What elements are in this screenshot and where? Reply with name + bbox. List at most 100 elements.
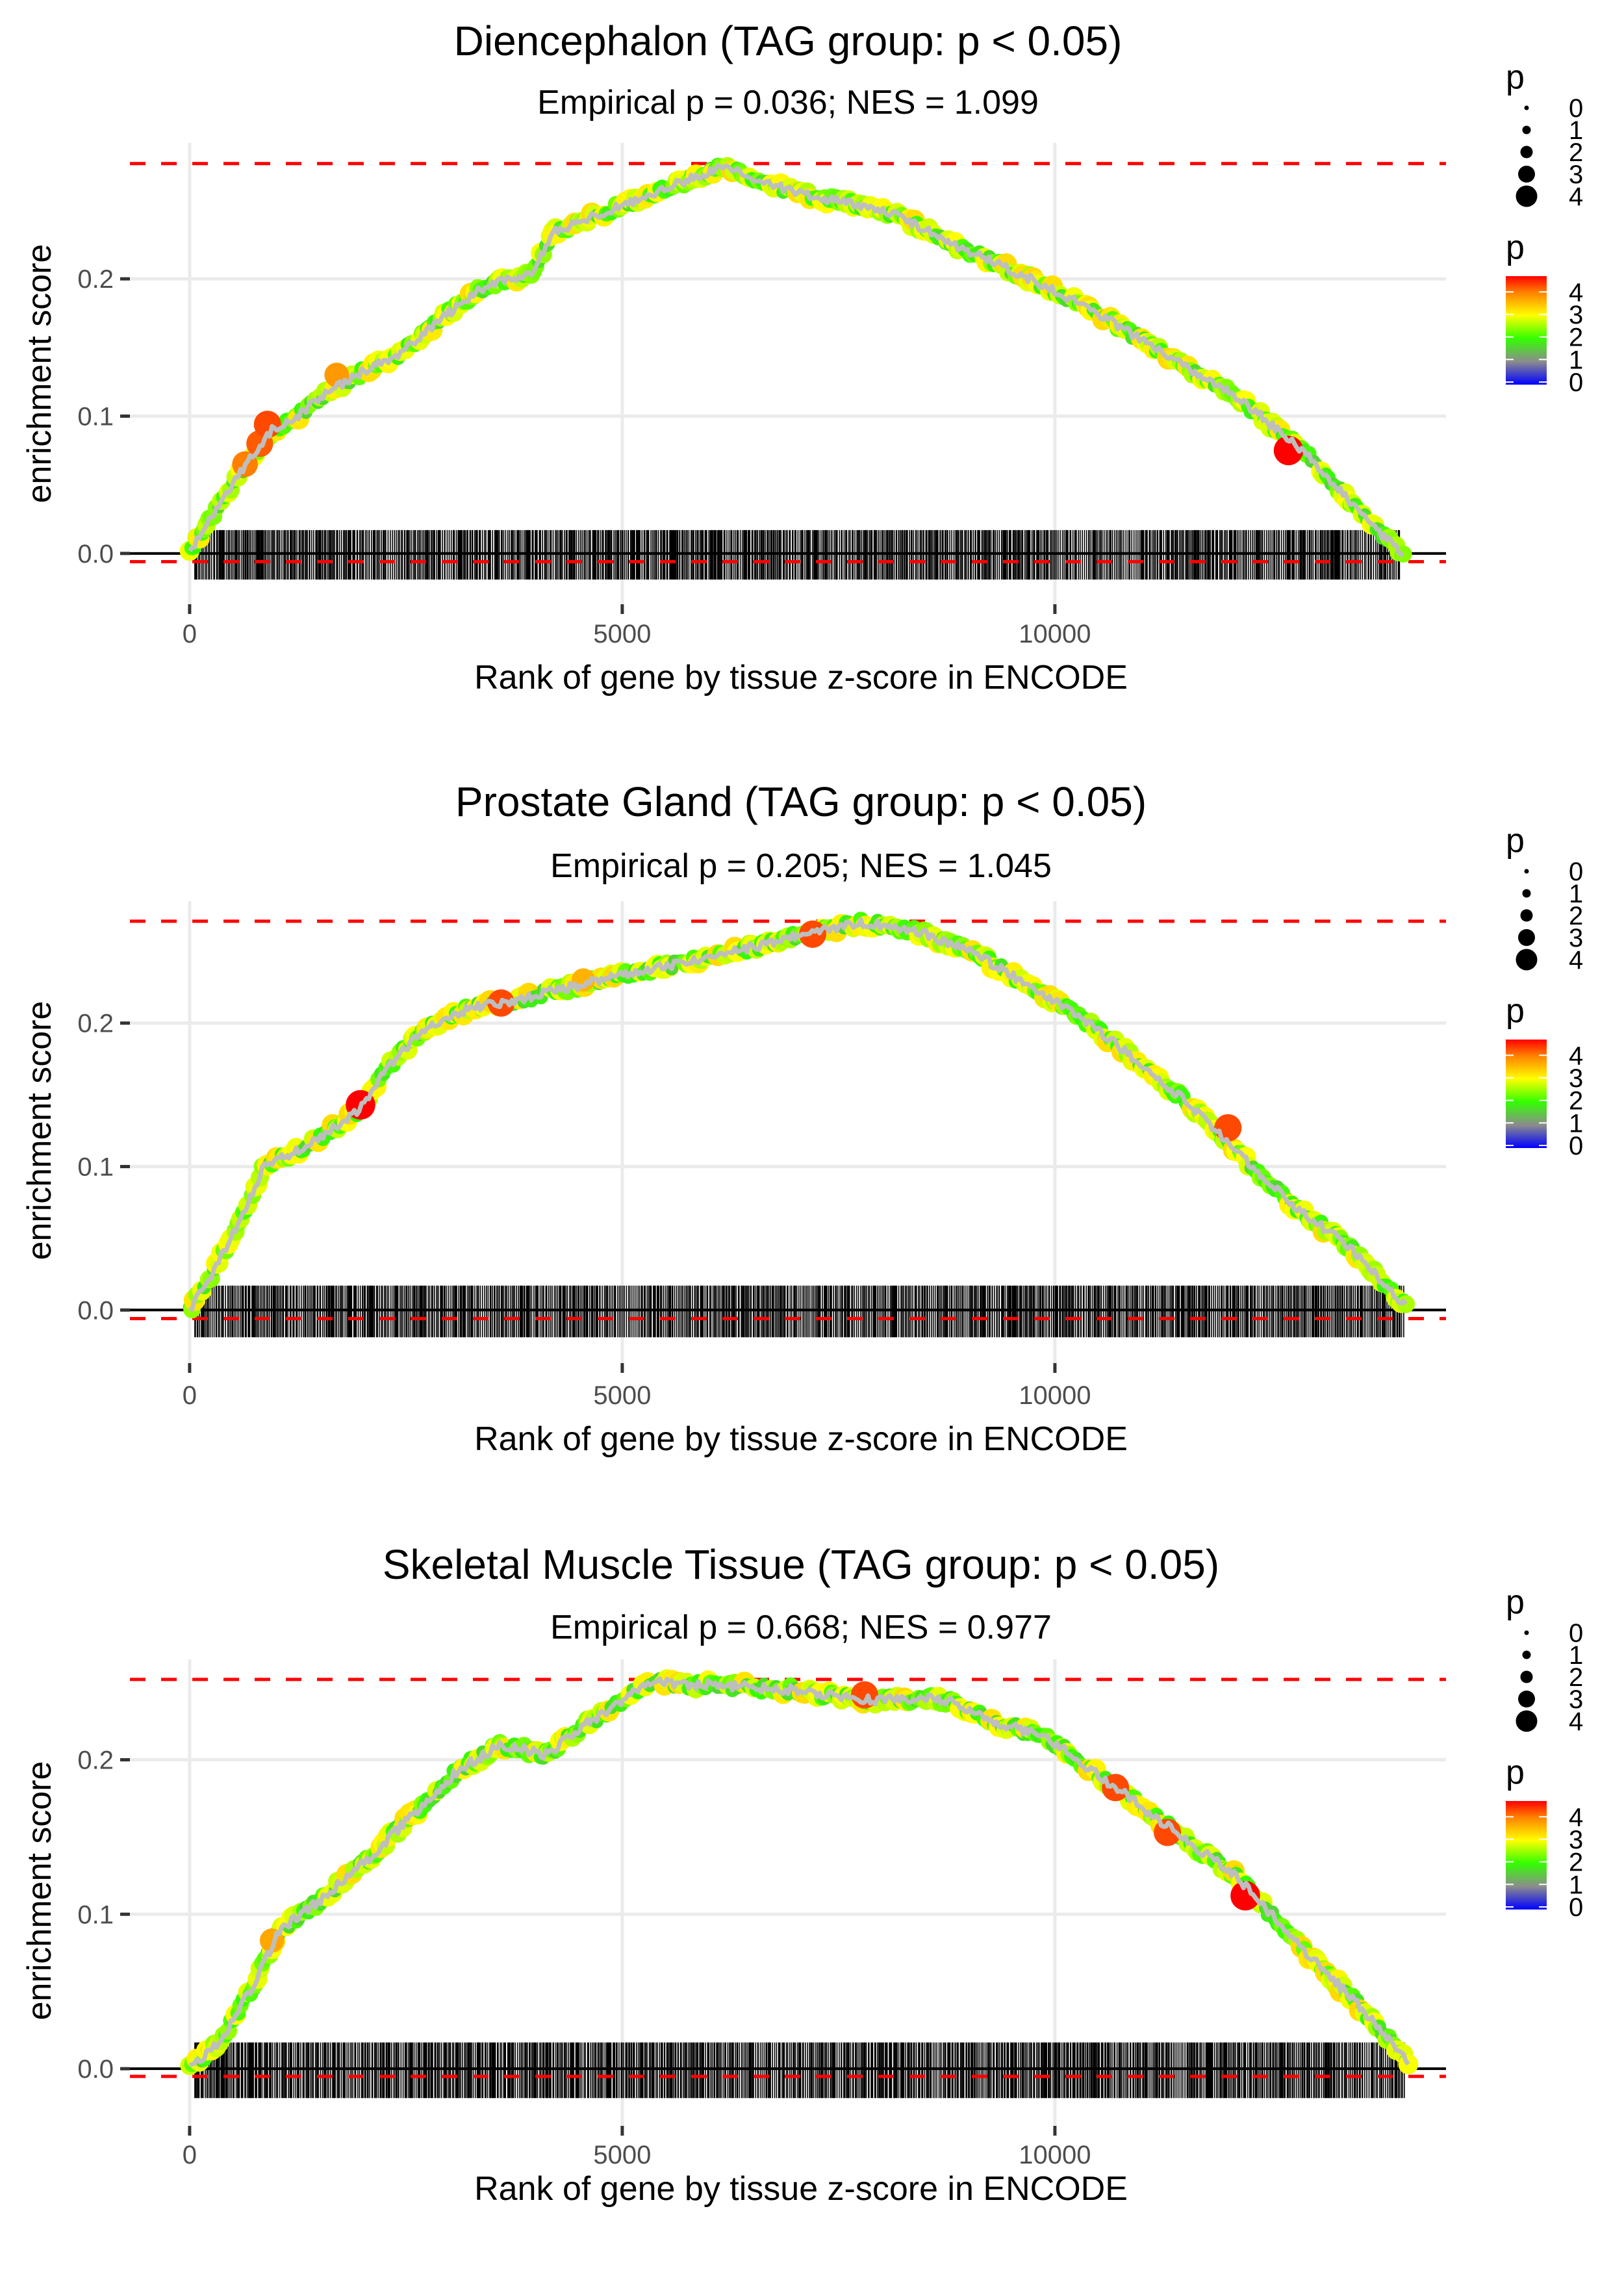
y-tick-label: 0.2	[77, 1746, 114, 1775]
size-legend-dot	[1518, 929, 1535, 946]
color-legend-label: 4	[1569, 278, 1583, 307]
size-legend-dot	[1522, 889, 1531, 898]
x-tick-label: 0	[183, 1381, 197, 1410]
highlight-point	[798, 920, 827, 948]
y-tick-label: 0.1	[77, 1900, 114, 1929]
color-legend-label: 4	[1569, 1041, 1583, 1070]
color-legend-label: 1	[1569, 346, 1583, 374]
plot-title: Diencephalon (TAG group: p < 0.05)	[454, 18, 1123, 64]
size-legend-dot	[1522, 125, 1531, 134]
color-legend-title: p	[1506, 1754, 1525, 1791]
highlight-point	[1230, 1881, 1260, 1911]
x-tick-label: 5000	[593, 1381, 651, 1410]
x-axis-title: Rank of gene by tissue z-score in ENCODE	[474, 1420, 1128, 1458]
size-legend-label: 0	[1569, 1619, 1583, 1648]
color-legend-label: 3	[1569, 1064, 1583, 1093]
size-legend-label: 0	[1569, 94, 1583, 123]
x-axis-title: Rank of gene by tissue z-score in ENCODE	[474, 2170, 1128, 2208]
size-legend-title: p	[1506, 1583, 1525, 1621]
size-legend-label: 1	[1569, 1641, 1583, 1670]
x-tick-label: 0	[183, 2141, 197, 2169]
plot-title: Skeletal Muscle Tissue (TAG group: p < 0…	[383, 1541, 1219, 1588]
plot-subtitle: Empirical p = 0.036; NES = 1.099	[537, 84, 1039, 121]
x-tick-label: 5000	[593, 2141, 651, 2169]
color-legend-label: 2	[1569, 1848, 1583, 1877]
size-legend-dot	[1518, 166, 1535, 183]
enrichment-points	[179, 157, 1412, 563]
enrichment-point	[1398, 2054, 1419, 2075]
size-legend-label: 4	[1569, 1707, 1583, 1736]
color-legend-label: 3	[1569, 1826, 1583, 1854]
plot-subtitle: Empirical p = 0.205; NES = 1.045	[550, 847, 1052, 885]
size-legend-dot	[1524, 869, 1529, 874]
y-tick-label: 0.2	[77, 265, 114, 294]
color-legend-label: 3	[1569, 301, 1583, 329]
size-legend-label: 1	[1569, 116, 1583, 145]
size-legend-label: 4	[1569, 946, 1583, 975]
y-tick-label: 0.0	[77, 2055, 114, 2084]
size-legend-dot	[1520, 909, 1533, 922]
size-legend-label: 1	[1569, 880, 1583, 908]
color-bar	[1506, 1801, 1547, 1910]
size-legend-dot	[1522, 1650, 1531, 1659]
panel-diencephalon: Diencephalon (TAG group: p < 0.05) Empir…	[21, 18, 1583, 696]
color-legend-label: 0	[1569, 1132, 1583, 1160]
size-legend-title: p	[1506, 58, 1525, 96]
color-legend-label: 1	[1569, 1871, 1583, 1899]
size-legend-dot	[1516, 185, 1538, 207]
x-tick-label: 10000	[1019, 620, 1091, 648]
size-legend-dot	[1516, 1710, 1538, 1732]
size-legend-label: 2	[1569, 902, 1583, 930]
enrichment-points	[183, 912, 1415, 1319]
color-legend-label: 0	[1569, 368, 1583, 397]
size-legend-label: 2	[1569, 1663, 1583, 1692]
x-axis-title: Rank of gene by tissue z-score in ENCODE	[474, 659, 1128, 696]
x-tick-label: 10000	[1019, 2141, 1091, 2169]
panel-skeletal-muscle-tissue: Skeletal Muscle Tissue (TAG group: p < 0…	[21, 1541, 1583, 2208]
y-tick-label: 0.0	[77, 1296, 114, 1325]
size-legend-dot	[1520, 146, 1533, 159]
highlight-point	[253, 411, 281, 439]
color-legend-label: 2	[1569, 324, 1583, 352]
size-legend-dot	[1520, 1670, 1533, 1683]
highlight-point	[1214, 1114, 1242, 1142]
size-legend-label: 3	[1569, 160, 1583, 189]
size-legend-dot	[1524, 1630, 1529, 1635]
y-axis-title: enrichment score	[21, 1761, 58, 2021]
y-axis-title: enrichment score	[21, 1001, 58, 1260]
running-sum-line	[188, 162, 1404, 557]
y-tick-label: 0.2	[77, 1010, 114, 1038]
size-legend-dot	[1518, 1691, 1535, 1707]
color-legend-title: p	[1506, 992, 1525, 1030]
x-tick-label: 5000	[593, 620, 651, 648]
color-legend-label: 1	[1569, 1109, 1583, 1138]
y-axis-title: enrichment score	[21, 244, 58, 504]
plot-area: 0.0 0.1 0.2 0 5000 10000	[77, 143, 1446, 648]
running-sum-line	[188, 917, 1408, 1312]
color-legend-label: 2	[1569, 1087, 1583, 1116]
plot-area: 0.0 0.1 0.2 0 5000 10000	[77, 901, 1446, 1410]
color-legend-label: 0	[1569, 1893, 1583, 1922]
panel-prostate-gland: Prostate Gland (TAG group: p < 0.05) Emp…	[21, 778, 1583, 1458]
size-legend-dot	[1516, 949, 1538, 971]
size-legend-label: 0	[1569, 858, 1583, 886]
size-legend-label: 3	[1569, 924, 1583, 952]
size-legend-title: p	[1506, 822, 1525, 860]
color-bar	[1506, 276, 1547, 385]
y-tick-label: 0.1	[77, 1153, 114, 1181]
y-tick-label: 0.1	[77, 403, 114, 431]
size-legend-label: 2	[1569, 138, 1583, 167]
size-legend-label: 3	[1569, 1685, 1583, 1714]
color-legend-label: 4	[1569, 1803, 1583, 1832]
size-legend-label: 4	[1569, 183, 1583, 211]
x-tick-label: 0	[183, 620, 197, 648]
color-bar	[1506, 1040, 1547, 1148]
gene-rug	[194, 1285, 1404, 1338]
running-sum-line	[188, 1676, 1410, 2068]
color-legend-title: p	[1506, 229, 1525, 266]
plot-title: Prostate Gland (TAG group: p < 0.05)	[455, 778, 1147, 825]
